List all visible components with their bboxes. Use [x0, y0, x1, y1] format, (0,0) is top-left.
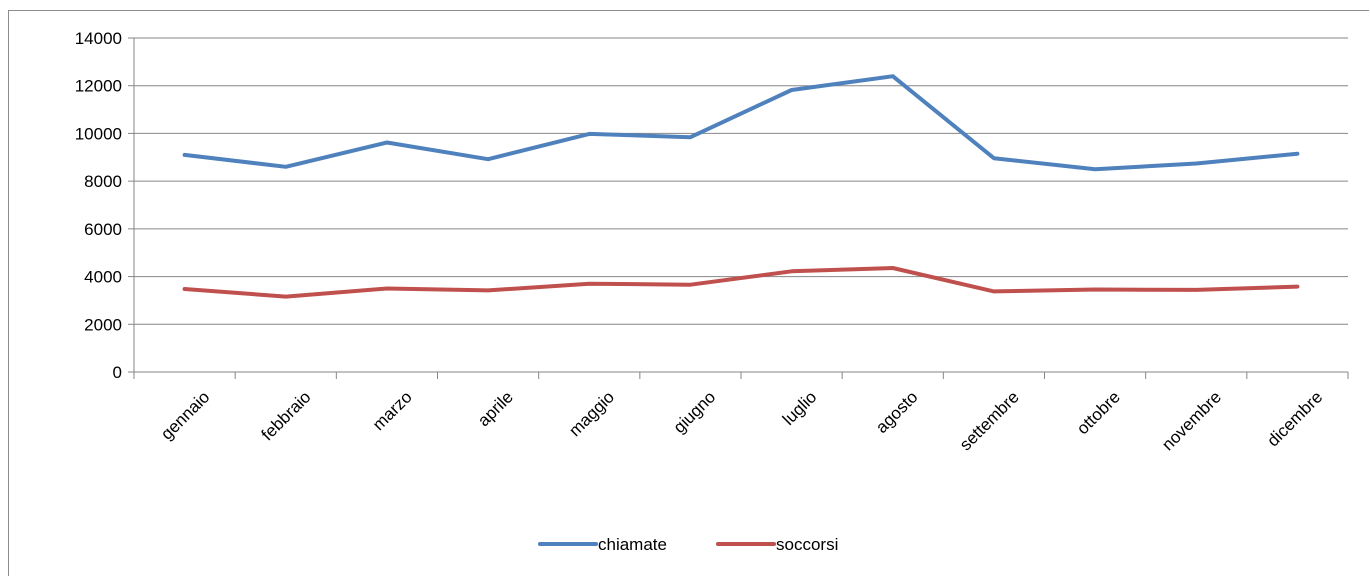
series-lines: [182, 74, 1300, 299]
y-tick-label: 4000: [84, 268, 122, 287]
legend-label: chiamate: [598, 535, 667, 554]
x-tick-label: gennaio: [157, 387, 213, 443]
axes: [128, 37, 1349, 379]
series-line-chiamate: [182, 74, 1300, 172]
x-tick-label: agosto: [872, 387, 922, 437]
x-tick-label: febbraio: [258, 387, 315, 444]
y-tick-label: 0: [113, 363, 122, 382]
x-tick-labels: gennaio febbraio marzo aprile maggio giugno lu…: [157, 387, 1326, 454]
y-tick-label: 8000: [84, 172, 122, 191]
y-tick-label: 10000: [75, 124, 122, 143]
x-tick-label: settembre: [956, 387, 1023, 454]
legend-item-chiamate: chiamate: [538, 535, 667, 554]
x-tick-label: dicembre: [1263, 387, 1326, 450]
legend-label: soccorsi: [776, 535, 838, 554]
y-tick-label: 2000: [84, 315, 122, 334]
x-tick-label: giugno: [670, 387, 720, 437]
y-tick-labels: 0 2000 4000 6000 8000 10000 12000 14000: [75, 29, 122, 382]
legend: chiamate soccorsi: [538, 535, 838, 554]
x-tick-label: luglio: [779, 387, 821, 429]
x-tick-label: marzo: [369, 387, 416, 434]
x-tick-label: novembre: [1158, 387, 1225, 454]
x-tick-label: ottobre: [1073, 387, 1124, 438]
series-line-soccorsi: [182, 266, 1300, 299]
y-tick-label: 14000: [75, 29, 122, 48]
y-tick-label: 6000: [84, 220, 122, 239]
gridlines: [134, 37, 1348, 325]
y-tick-label: 12000: [75, 77, 122, 96]
x-tick-label: aprile: [474, 387, 517, 430]
legend-item-soccorsi: soccorsi: [716, 535, 838, 554]
x-tick-label: maggio: [565, 387, 618, 440]
